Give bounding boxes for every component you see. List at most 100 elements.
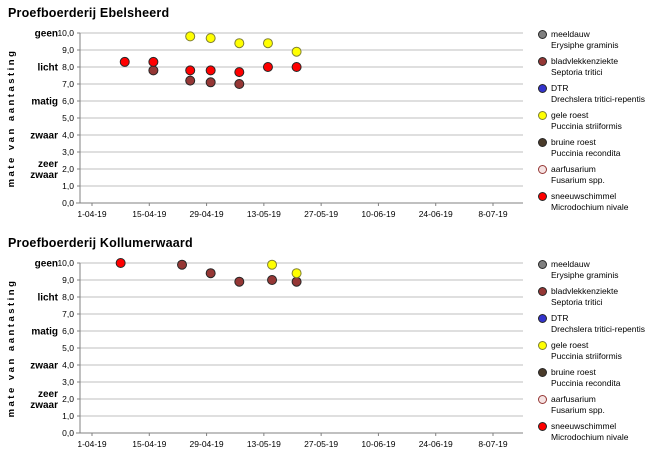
y-tick-label: 0,0 [62,198,74,208]
legend-item-meeldauw: meeldauw Erysiphe graminis [538,29,668,51]
dtr-marker-icon [538,314,547,323]
y-tick-label: 8,0 [62,62,74,72]
data-point-bladvlekkenziekte [185,75,196,86]
legend-entry-text: bruine roest Puccinia recondita [551,137,620,159]
chart-kollumerwaard: Proefboerderij Kollumerwaard 10,0 9,0 8,0 7… [0,230,670,460]
legend-entry-text: bladvlekkenziekte Septoria tritici [551,56,618,78]
legend-series-latin-name: Puccinia striiformis [551,121,622,131]
x-tick-label: 8-07-19 [478,439,508,449]
data-point-bladvlekkenziekte [205,77,216,88]
y-tick-label: 9,0 [62,45,74,55]
legend-item-gele-roest: gele roest Puccinia striiformis [538,340,668,362]
y-tick-label: 7,0 [62,79,74,89]
y-tick-label: 10,0 [57,258,74,268]
legend-series-name: meeldauw [551,259,590,269]
data-point-sneeuwschimmel [205,65,216,76]
legend-series-name: DTR [551,313,569,323]
bruine-roest-marker-icon [538,368,547,377]
legend-entry-text: DTR Drechslera tritici-repentis [551,83,645,105]
severity-label: matig [31,97,58,108]
legend-series-latin-name: Drechslera tritici-repentis [551,94,645,104]
data-point-gele-roest [291,46,302,57]
legend-series-name: sneeuwschimmel [551,191,617,201]
severity-label: zeer [38,159,58,170]
legend-series-name: aarfusarium [551,164,596,174]
data-point-gele-roest [185,31,196,42]
legend-series-latin-name: Microdochium nivale [551,432,629,442]
data-point-sneeuwschimmel [148,56,159,67]
legend-entry-text: meeldauw Erysiphe graminis [551,29,619,51]
scatter-plot: 10,0 9,0 8,0 7,0 6,0 5,0 4,0 3,0 2,0 1,0 0,01-04-1… [6,258,523,449]
y-tick-label: 8,0 [62,292,74,302]
y-tick-label: 2,0 [62,164,74,174]
bladvlekkenziekte-marker-icon [538,287,547,296]
data-point-gele-roest [291,268,302,279]
data-points [119,31,302,89]
legend-entry-text: sneeuwschimmel Microdochium nivale [551,421,628,443]
legend-item-dtr: DTR Drechslera tritici-repentis [538,313,668,335]
severity-label: zwaar [30,361,58,372]
x-tick-label: 24-06-19 [419,439,453,449]
y-axis-title: mate van aantasting [6,49,17,188]
legend-series-name: aarfusarium [551,394,596,404]
legend-series-latin-name: Drechslera tritici-repentis [551,324,645,334]
aarfusarium-marker-icon [538,395,547,404]
legend-series-latin-name: Erysiphe graminis [551,270,619,280]
x-tick-label: 1-04-19 [77,439,107,449]
x-tick-label: 27-05-19 [304,209,338,219]
chart-title: Proefboerderij Kollumerwaard [8,236,193,250]
y-tick-label: 6,0 [62,96,74,106]
data-point-bladvlekkenziekte [205,268,216,279]
data-point-bladvlekkenziekte [148,65,159,76]
x-tick-label: 10-06-19 [361,209,395,219]
data-point-sneeuwschimmel [291,62,302,72]
legend-series-latin-name: Septoria tritici [551,67,603,77]
legend-series-name: meeldauw [551,29,590,39]
x-tick-label: 15-04-19 [132,439,166,449]
axes [76,262,523,436]
y-tick-label: 3,0 [62,377,74,387]
data-point-sneeuwschimmel [185,65,196,76]
dtr-marker-icon [538,84,547,93]
legend-entry-text: gele roest Puccinia striiformis [551,340,622,362]
gele-roest-marker-icon [538,111,547,120]
meeldauw-marker-icon [538,30,547,39]
legend-entry-text: meeldauw Erysiphe graminis [551,259,619,281]
legend-entry-text: aarfusarium Fusarium spp. [551,164,605,186]
legend-series-latin-name: Erysiphe graminis [551,40,619,50]
y-tick-label: 1,0 [62,411,74,421]
meeldauw-marker-icon [538,260,547,269]
sneeuwschimmel-marker-icon [538,192,547,201]
severity-label: zwaar [30,131,58,142]
legend-series-name: sneeuwschimmel [551,421,617,431]
gridlines [80,32,523,187]
chart-title: Proefboerderij Ebelsheerd [8,6,170,20]
y-axis-title: mate van aantasting [6,279,17,418]
y-tick-label: 9,0 [62,275,74,285]
data-points [115,258,302,287]
data-point-bladvlekkenziekte [177,259,188,270]
legend-series-name: bruine roest [551,367,596,377]
legend-item-dtr: DTR Drechslera tritici-repentis [538,83,668,105]
x-tick-label: 1-04-19 [77,209,107,219]
x-tick-label: 15-04-19 [132,209,166,219]
legend-entry-text: DTR Drechslera tritici-repentis [551,313,645,335]
legend-item-meeldauw: meeldauw Erysiphe graminis [538,259,668,281]
data-point-bladvlekkenziekte [291,276,302,287]
data-point-sneeuwschimmel [119,56,130,67]
severity-label: geen [35,259,58,270]
legend: meeldauw Erysiphe graminis bladvlekkenziek… [538,259,668,443]
severity-label: geen [35,29,58,40]
legend-item-aarfusarium: aarfusarium Fusarium spp. [538,394,668,416]
legend-item-aarfusarium: aarfusarium Fusarium spp. [538,164,668,186]
x-tick-label: 29-04-19 [190,439,224,449]
legend-series-name: gele roest [551,340,589,350]
data-point-bladvlekkenziekte [234,276,245,287]
severity-label: licht [37,293,58,304]
legend-item-sneeuwschimmel: sneeuwschimmel Microdochium nivale [538,421,668,443]
legend-series-name: bladvlekkenziekte [551,56,619,66]
legend-series-latin-name: Puccinia recondita [551,378,621,388]
legend-entry-text: bladvlekkenziekte Septoria tritici [551,286,618,308]
legend-series-latin-name: Puccinia striiformis [551,351,622,361]
